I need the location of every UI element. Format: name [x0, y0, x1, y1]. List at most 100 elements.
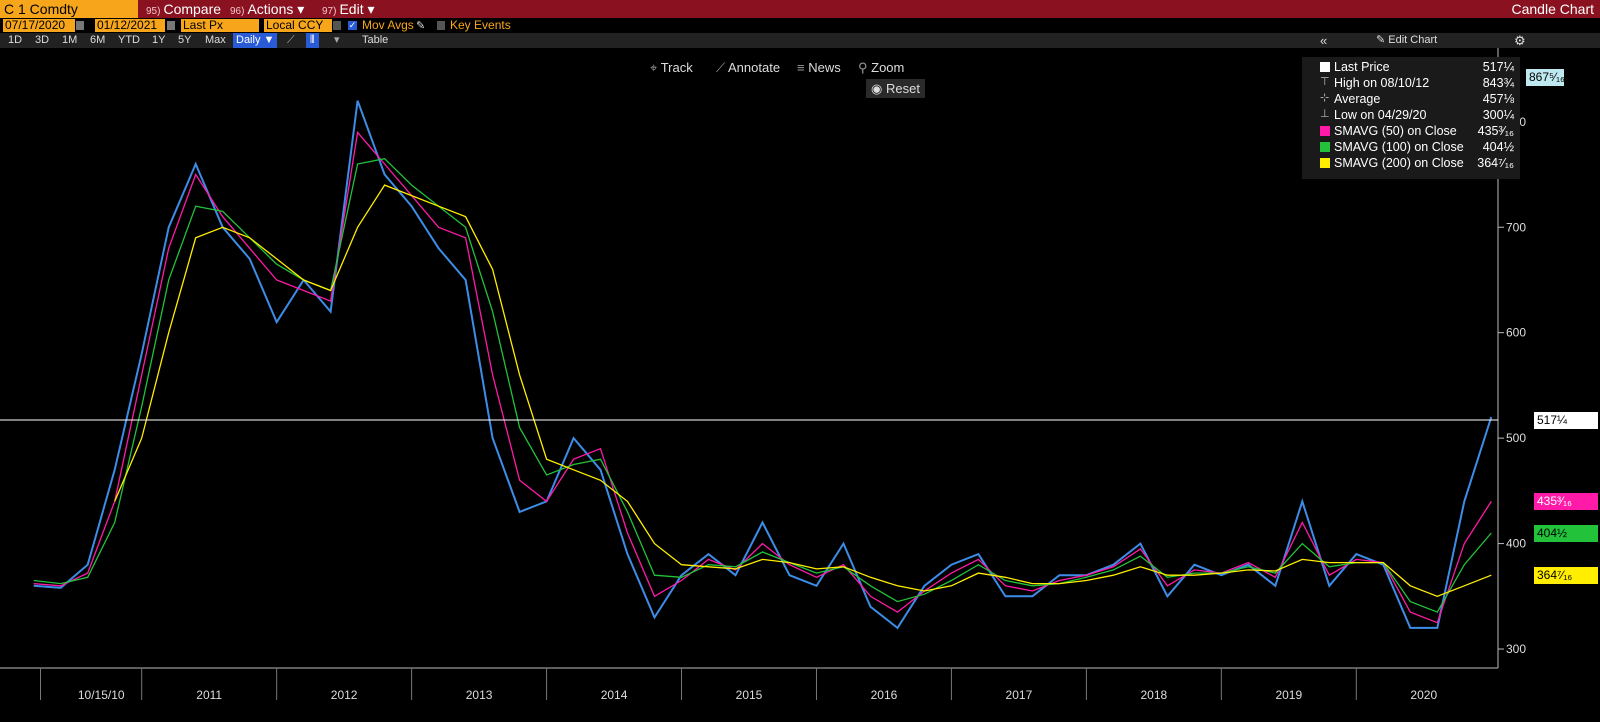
title-bar: C 1 Comdty 95) Compare 96) Actions ▾ 97) Ed… [0, 0, 1600, 18]
window-title: Candle Chart [1511, 1, 1595, 17]
legend-value: 843¾ [1482, 76, 1514, 90]
range-6m[interactable]: 6M [90, 34, 106, 46]
series-group [33, 100, 1493, 630]
edit-menu-number: 97) [322, 6, 337, 17]
start-date-field[interactable]: 07/17/2020 [3, 19, 75, 32]
line-chart-icon[interactable]: ⟋ [287, 34, 295, 46]
chevron-down-icon[interactable] [333, 21, 341, 30]
frequency-select[interactable]: Daily ▼ [233, 33, 278, 48]
legend-row[interactable]: ⊤ High on 08/10/12 843¾ [1302, 76, 1520, 92]
edit-menu[interactable]: 97) Edit ▾ [322, 0, 375, 18]
legend-value: 517¼ [1482, 60, 1514, 74]
pencil-icon[interactable]: ✎ [416, 20, 426, 32]
legend-row[interactable]: ⊹ Average 457⅛ [1302, 92, 1520, 108]
low-marker-icon: ⊥ [1320, 108, 1330, 120]
reset-label: Reset [885, 81, 920, 96]
track-label: Track [660, 60, 693, 75]
candle-chart-icon[interactable]: ⫴ [306, 33, 319, 48]
edit-chart-button[interactable]: ✎ Edit Chart [1376, 34, 1438, 46]
legend-value: 435³⁄₁₆ [1477, 124, 1514, 138]
legend-row[interactable]: SMAVG (50) on Close 435³⁄₁₆ [1302, 124, 1520, 140]
range-ytd[interactable]: YTD [118, 34, 140, 46]
legend-value: 404½ [1482, 140, 1514, 154]
legend-swatch [1320, 158, 1330, 168]
x-tick-label: 2011 [196, 688, 222, 702]
magnifier-icon: ⚲ [858, 60, 872, 75]
x-tick-label: 2012 [331, 688, 358, 702]
mov-avgs-checkbox[interactable]: ✓ [348, 20, 357, 30]
x-tick-label: 2018 [1141, 688, 1168, 702]
legend-row[interactable]: Last Price 517¼ [1302, 60, 1520, 76]
field-select[interactable]: Last Px [181, 19, 259, 32]
legend-label: SMAVG (200) on Close [1334, 156, 1464, 170]
calendar-icon[interactable] [167, 21, 175, 30]
end-date-field[interactable]: 01/12/2021 [95, 19, 165, 32]
news-button[interactable]: ≡ News [797, 58, 841, 77]
legend-label: Last Price [1334, 60, 1390, 74]
calendar-icon[interactable] [76, 21, 84, 30]
x-tick-label: 2013 [466, 688, 493, 702]
legend-label: Average [1334, 92, 1381, 106]
legend-row[interactable]: SMAVG (200) on Close 364⁷⁄₁₆ [1302, 156, 1520, 172]
range-1y[interactable]: 1Y [152, 34, 166, 46]
y-tick-label: 600 [1506, 326, 1526, 340]
x-tick-label: 2015 [736, 688, 763, 702]
annotate-button[interactable]: ⟋ Annotate [716, 58, 780, 77]
range-1d[interactable]: 1D [8, 34, 23, 46]
sma100-line [33, 157, 1492, 613]
legend-swatch [1320, 62, 1330, 72]
range-5y[interactable]: 5Y [178, 34, 192, 46]
key-events-label: Key Events [450, 18, 511, 32]
mov-avgs-label: Mov Avgs [362, 18, 414, 32]
sma50-line [33, 130, 1492, 624]
crosshair-icon: ⌖ [650, 60, 661, 75]
y-axis: 300400500600700800 [1498, 115, 1526, 656]
price-chart[interactable]: 300400500600700800 10/15/102011201220132… [0, 48, 1600, 722]
x-tick-label: 2016 [871, 688, 898, 702]
legend-row[interactable]: SMAVG (100) on Close 404½ [1302, 140, 1520, 156]
zoom-label: Zoom [871, 60, 905, 75]
range-bar: 1D 3D 1M 6M YTD 1Y 5Y Max Daily ▼ ⟋ ⫴ ▾ … [0, 33, 1600, 48]
range-1m[interactable]: 1M [62, 34, 78, 46]
radio-icon: ◉ [871, 81, 886, 96]
legend-label: Low on 04/29/20 [1334, 108, 1427, 122]
actions-menu-number: 96) [230, 6, 245, 17]
chevron-down-icon[interactable]: ▾ [334, 34, 340, 46]
legend: Last Price 517¼ ⊤ High on 08/10/12 843¾ … [1302, 57, 1520, 179]
compare-menu-label: Compare [163, 1, 222, 17]
chart-area[interactable]: 300400500600700800 10/15/102011201220132… [0, 48, 1600, 722]
sma50-price-tag: 435³⁄₁₆ [1534, 493, 1598, 511]
compare-menu[interactable]: 95) Compare [146, 0, 221, 18]
actions-menu-label: Actions ▾ [247, 1, 305, 17]
key-events-checkbox[interactable] [437, 21, 445, 30]
options-bar: 07/17/2020 01/12/2021 Last Px Local CCY … [0, 18, 1600, 33]
collapse-icon[interactable]: « [1320, 33, 1328, 48]
track-button[interactable]: ⌖ Track [650, 58, 693, 77]
y-tick-label: 300 [1506, 642, 1526, 656]
legend-value: 364⁷⁄₁₆ [1477, 156, 1514, 170]
zoom-button[interactable]: ⚲ Zoom [858, 58, 904, 77]
table-button[interactable]: Table [362, 34, 389, 46]
sma200-price-tag: 364⁷⁄₁₆ [1534, 567, 1598, 585]
last-price-tag: 517¼ [1534, 411, 1598, 429]
actions-menu[interactable]: 96) Actions ▾ [230, 0, 304, 18]
range-max[interactable]: Max [205, 34, 226, 46]
reset-button[interactable]: ◉ Reset [866, 79, 925, 98]
legend-row[interactable]: ⊥ Low on 04/29/20 300¼ [1302, 108, 1520, 124]
high-price-tag: 867⁵⁄₁₆ [1526, 69, 1565, 86]
gear-icon[interactable]: ⚙ [1514, 33, 1526, 48]
currency-select[interactable]: Local CCY [264, 19, 332, 32]
x-tick-label: 2019 [1275, 688, 1302, 702]
x-tick-label: 10/15/10 [78, 688, 125, 702]
y-tick-label: 700 [1506, 220, 1526, 234]
legend-value: 457⅛ [1482, 92, 1514, 106]
x-tick-label: 2017 [1006, 688, 1033, 702]
range-3d[interactable]: 3D [35, 34, 50, 46]
news-icon: ≡ [797, 60, 809, 75]
ticker-field[interactable]: C 1 Comdty [0, 0, 138, 18]
price-series-line [33, 100, 1493, 630]
edit-menu-label: Edit ▾ [339, 1, 375, 17]
pencil-icon: ⟋ [716, 60, 728, 75]
legend-label: High on 08/10/12 [1334, 76, 1430, 90]
compare-menu-number: 95) [146, 6, 161, 17]
